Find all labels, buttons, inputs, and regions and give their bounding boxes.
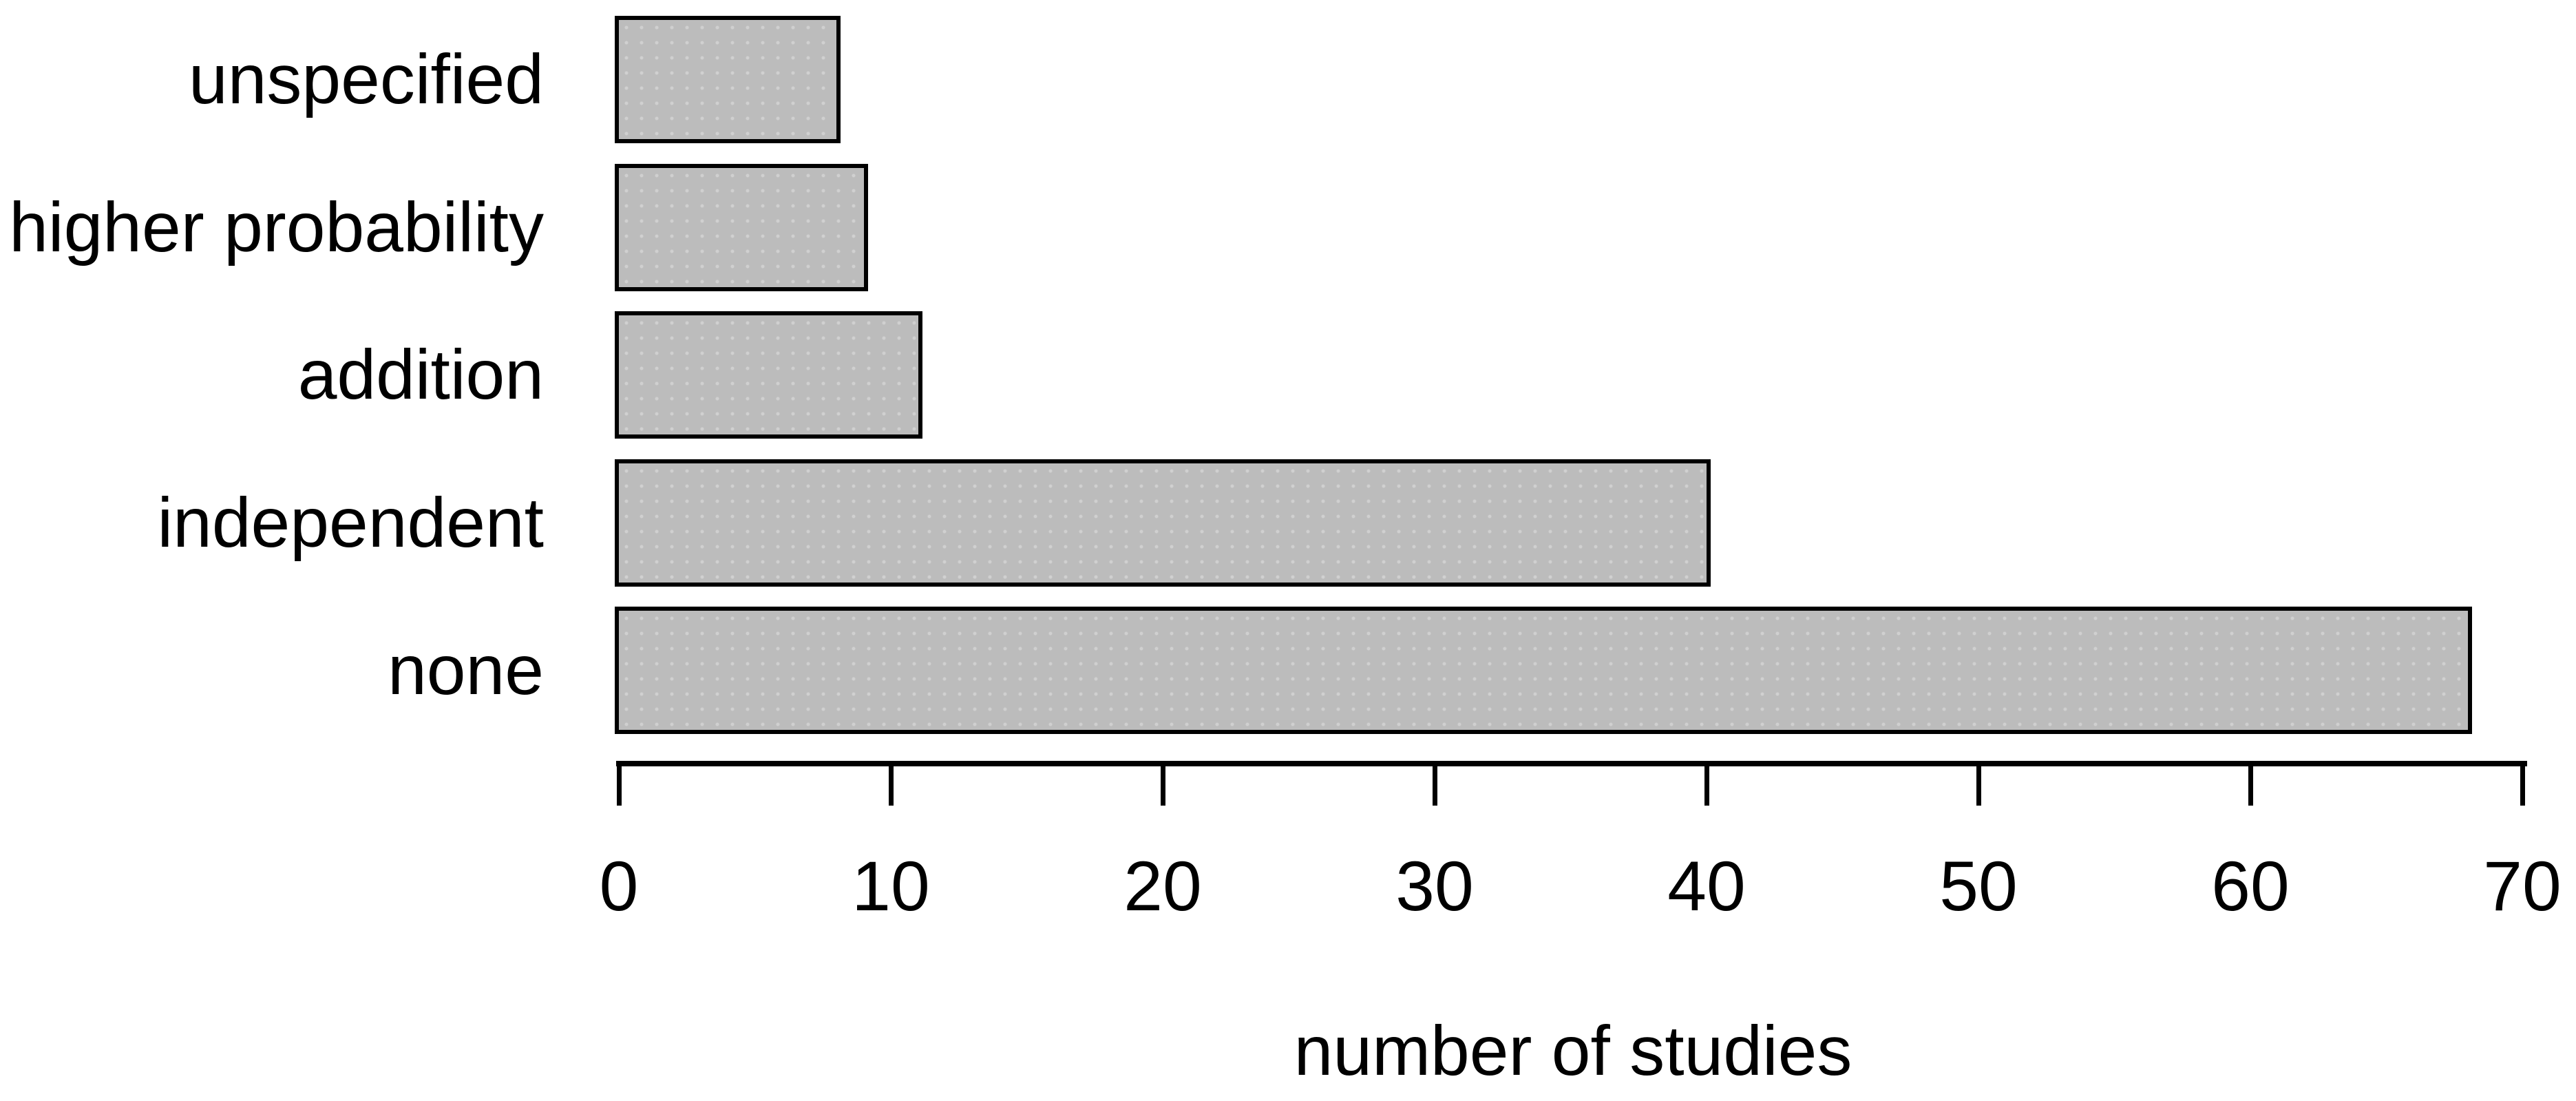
x-axis-tick-40 bbox=[1704, 766, 1709, 806]
x-axis-tick-20 bbox=[1161, 766, 1165, 806]
x-axis-tick-label-40: 40 bbox=[1667, 847, 1746, 925]
x-axis-tick-60 bbox=[2248, 766, 2253, 806]
category-label-independent: independent bbox=[157, 483, 544, 562]
x-axis-tick-70 bbox=[2520, 766, 2525, 806]
bar-unspecified bbox=[615, 16, 841, 143]
x-axis-tick-label-60: 60 bbox=[2211, 847, 2290, 925]
x-axis-tick-10 bbox=[889, 766, 894, 806]
bar-addition bbox=[615, 311, 922, 439]
x-axis-tick-label-70: 70 bbox=[2483, 847, 2562, 925]
x-axis-title: number of studies bbox=[1294, 1011, 1852, 1090]
x-axis-tick-50 bbox=[1976, 766, 1981, 806]
bar-higher-probability bbox=[615, 164, 868, 291]
x-axis-tick-30 bbox=[1433, 766, 1437, 806]
x-axis-tick-label-10: 10 bbox=[852, 847, 930, 925]
category-label-unspecified: unspecified bbox=[188, 40, 544, 118]
x-axis-tick-0 bbox=[617, 766, 622, 806]
bar-none bbox=[615, 607, 2472, 734]
x-axis-line bbox=[616, 761, 2527, 766]
bar-independent bbox=[615, 459, 1711, 587]
x-axis-tick-label-0: 0 bbox=[599, 847, 639, 925]
x-axis-tick-label-30: 30 bbox=[1395, 847, 1474, 925]
category-label-none: none bbox=[388, 631, 544, 709]
x-axis-tick-label-20: 20 bbox=[1123, 847, 1202, 925]
category-label-higher-probability: higher probability bbox=[9, 188, 544, 266]
category-label-addition: addition bbox=[297, 335, 544, 414]
x-axis-tick-label-50: 50 bbox=[1939, 847, 2018, 925]
